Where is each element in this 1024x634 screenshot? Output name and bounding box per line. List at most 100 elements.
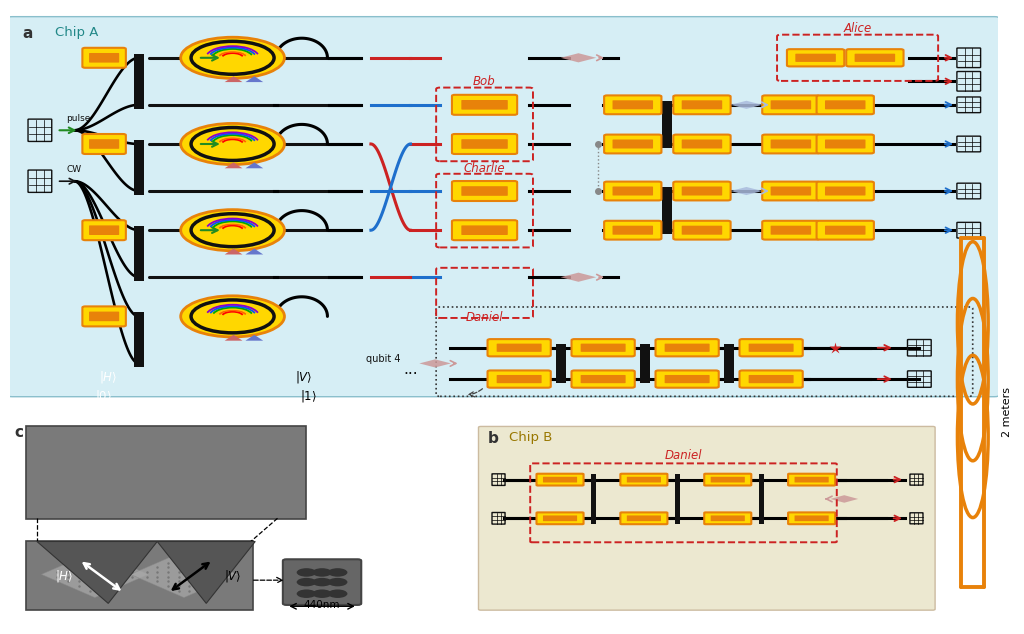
FancyBboxPatch shape: [604, 221, 662, 240]
Text: Daniel: Daniel: [466, 311, 504, 324]
FancyBboxPatch shape: [816, 221, 873, 240]
FancyBboxPatch shape: [796, 54, 836, 62]
FancyBboxPatch shape: [89, 139, 119, 149]
FancyBboxPatch shape: [825, 139, 865, 148]
FancyBboxPatch shape: [655, 370, 719, 388]
FancyBboxPatch shape: [89, 226, 119, 235]
FancyBboxPatch shape: [749, 375, 794, 383]
Polygon shape: [193, 325, 219, 337]
FancyBboxPatch shape: [771, 226, 811, 235]
FancyBboxPatch shape: [762, 221, 819, 240]
FancyBboxPatch shape: [487, 339, 551, 356]
Bar: [663, 187, 673, 234]
FancyBboxPatch shape: [571, 339, 635, 356]
FancyBboxPatch shape: [452, 181, 517, 201]
Polygon shape: [224, 249, 243, 254]
FancyBboxPatch shape: [537, 512, 584, 524]
FancyBboxPatch shape: [283, 559, 361, 605]
Circle shape: [297, 578, 316, 586]
Polygon shape: [730, 187, 762, 195]
Bar: [134, 313, 143, 367]
Bar: [663, 187, 673, 234]
Circle shape: [328, 568, 347, 577]
FancyBboxPatch shape: [762, 134, 819, 153]
Text: $|V\rangle$: $|V\rangle$: [296, 369, 313, 385]
Polygon shape: [246, 76, 263, 82]
FancyBboxPatch shape: [537, 474, 584, 486]
FancyBboxPatch shape: [665, 375, 710, 383]
Circle shape: [180, 124, 285, 165]
Polygon shape: [198, 344, 323, 398]
FancyBboxPatch shape: [612, 100, 653, 109]
FancyBboxPatch shape: [762, 181, 819, 200]
FancyBboxPatch shape: [682, 139, 722, 148]
Bar: [759, 474, 764, 524]
Polygon shape: [730, 101, 762, 109]
FancyBboxPatch shape: [795, 515, 828, 521]
Circle shape: [328, 578, 347, 586]
Text: 440nm: 440nm: [304, 600, 340, 610]
Bar: [724, 344, 733, 383]
FancyBboxPatch shape: [705, 512, 752, 524]
FancyBboxPatch shape: [711, 477, 744, 482]
Text: c: c: [14, 425, 24, 439]
Circle shape: [180, 37, 285, 79]
FancyBboxPatch shape: [543, 515, 578, 521]
FancyBboxPatch shape: [26, 541, 253, 610]
Bar: [556, 344, 565, 383]
FancyBboxPatch shape: [682, 100, 722, 109]
Bar: [640, 344, 649, 383]
FancyBboxPatch shape: [82, 48, 126, 68]
FancyBboxPatch shape: [452, 95, 517, 115]
Circle shape: [312, 590, 332, 598]
FancyBboxPatch shape: [739, 370, 803, 388]
FancyBboxPatch shape: [82, 134, 126, 154]
Circle shape: [180, 296, 285, 337]
Polygon shape: [246, 162, 263, 168]
Text: qubit 4: qubit 4: [366, 354, 400, 365]
Text: 2 meters: 2 meters: [1001, 387, 1012, 437]
FancyBboxPatch shape: [749, 344, 794, 352]
Polygon shape: [130, 551, 238, 598]
Bar: [663, 101, 673, 148]
FancyBboxPatch shape: [89, 311, 119, 321]
FancyBboxPatch shape: [816, 95, 873, 114]
Text: CW: CW: [67, 165, 82, 174]
Text: Alice: Alice: [844, 22, 871, 36]
FancyBboxPatch shape: [788, 474, 836, 486]
Bar: [134, 140, 143, 195]
Bar: [134, 54, 143, 109]
Polygon shape: [158, 541, 255, 604]
FancyBboxPatch shape: [788, 512, 836, 524]
FancyBboxPatch shape: [581, 375, 626, 383]
Text: a: a: [23, 27, 33, 41]
FancyBboxPatch shape: [771, 100, 811, 109]
FancyBboxPatch shape: [543, 477, 578, 482]
Text: pulse: pulse: [67, 114, 91, 123]
FancyBboxPatch shape: [682, 186, 722, 195]
FancyBboxPatch shape: [571, 370, 635, 388]
FancyBboxPatch shape: [739, 339, 803, 356]
FancyBboxPatch shape: [627, 515, 660, 521]
FancyBboxPatch shape: [612, 139, 653, 148]
FancyBboxPatch shape: [846, 49, 903, 67]
FancyBboxPatch shape: [452, 134, 517, 154]
FancyBboxPatch shape: [497, 344, 542, 352]
FancyBboxPatch shape: [462, 186, 508, 196]
FancyBboxPatch shape: [604, 181, 662, 200]
Bar: [591, 474, 596, 524]
FancyBboxPatch shape: [7, 16, 999, 397]
FancyBboxPatch shape: [816, 134, 873, 153]
FancyBboxPatch shape: [816, 181, 873, 200]
Circle shape: [297, 568, 316, 577]
FancyBboxPatch shape: [762, 95, 819, 114]
FancyBboxPatch shape: [665, 344, 710, 352]
FancyBboxPatch shape: [711, 515, 744, 521]
FancyBboxPatch shape: [825, 226, 865, 235]
FancyBboxPatch shape: [771, 139, 811, 148]
Polygon shape: [224, 162, 243, 168]
Text: $|H\rangle$: $|H\rangle$: [99, 369, 118, 385]
Text: Charlie: Charlie: [464, 162, 506, 174]
FancyBboxPatch shape: [581, 344, 626, 352]
Circle shape: [180, 210, 285, 251]
